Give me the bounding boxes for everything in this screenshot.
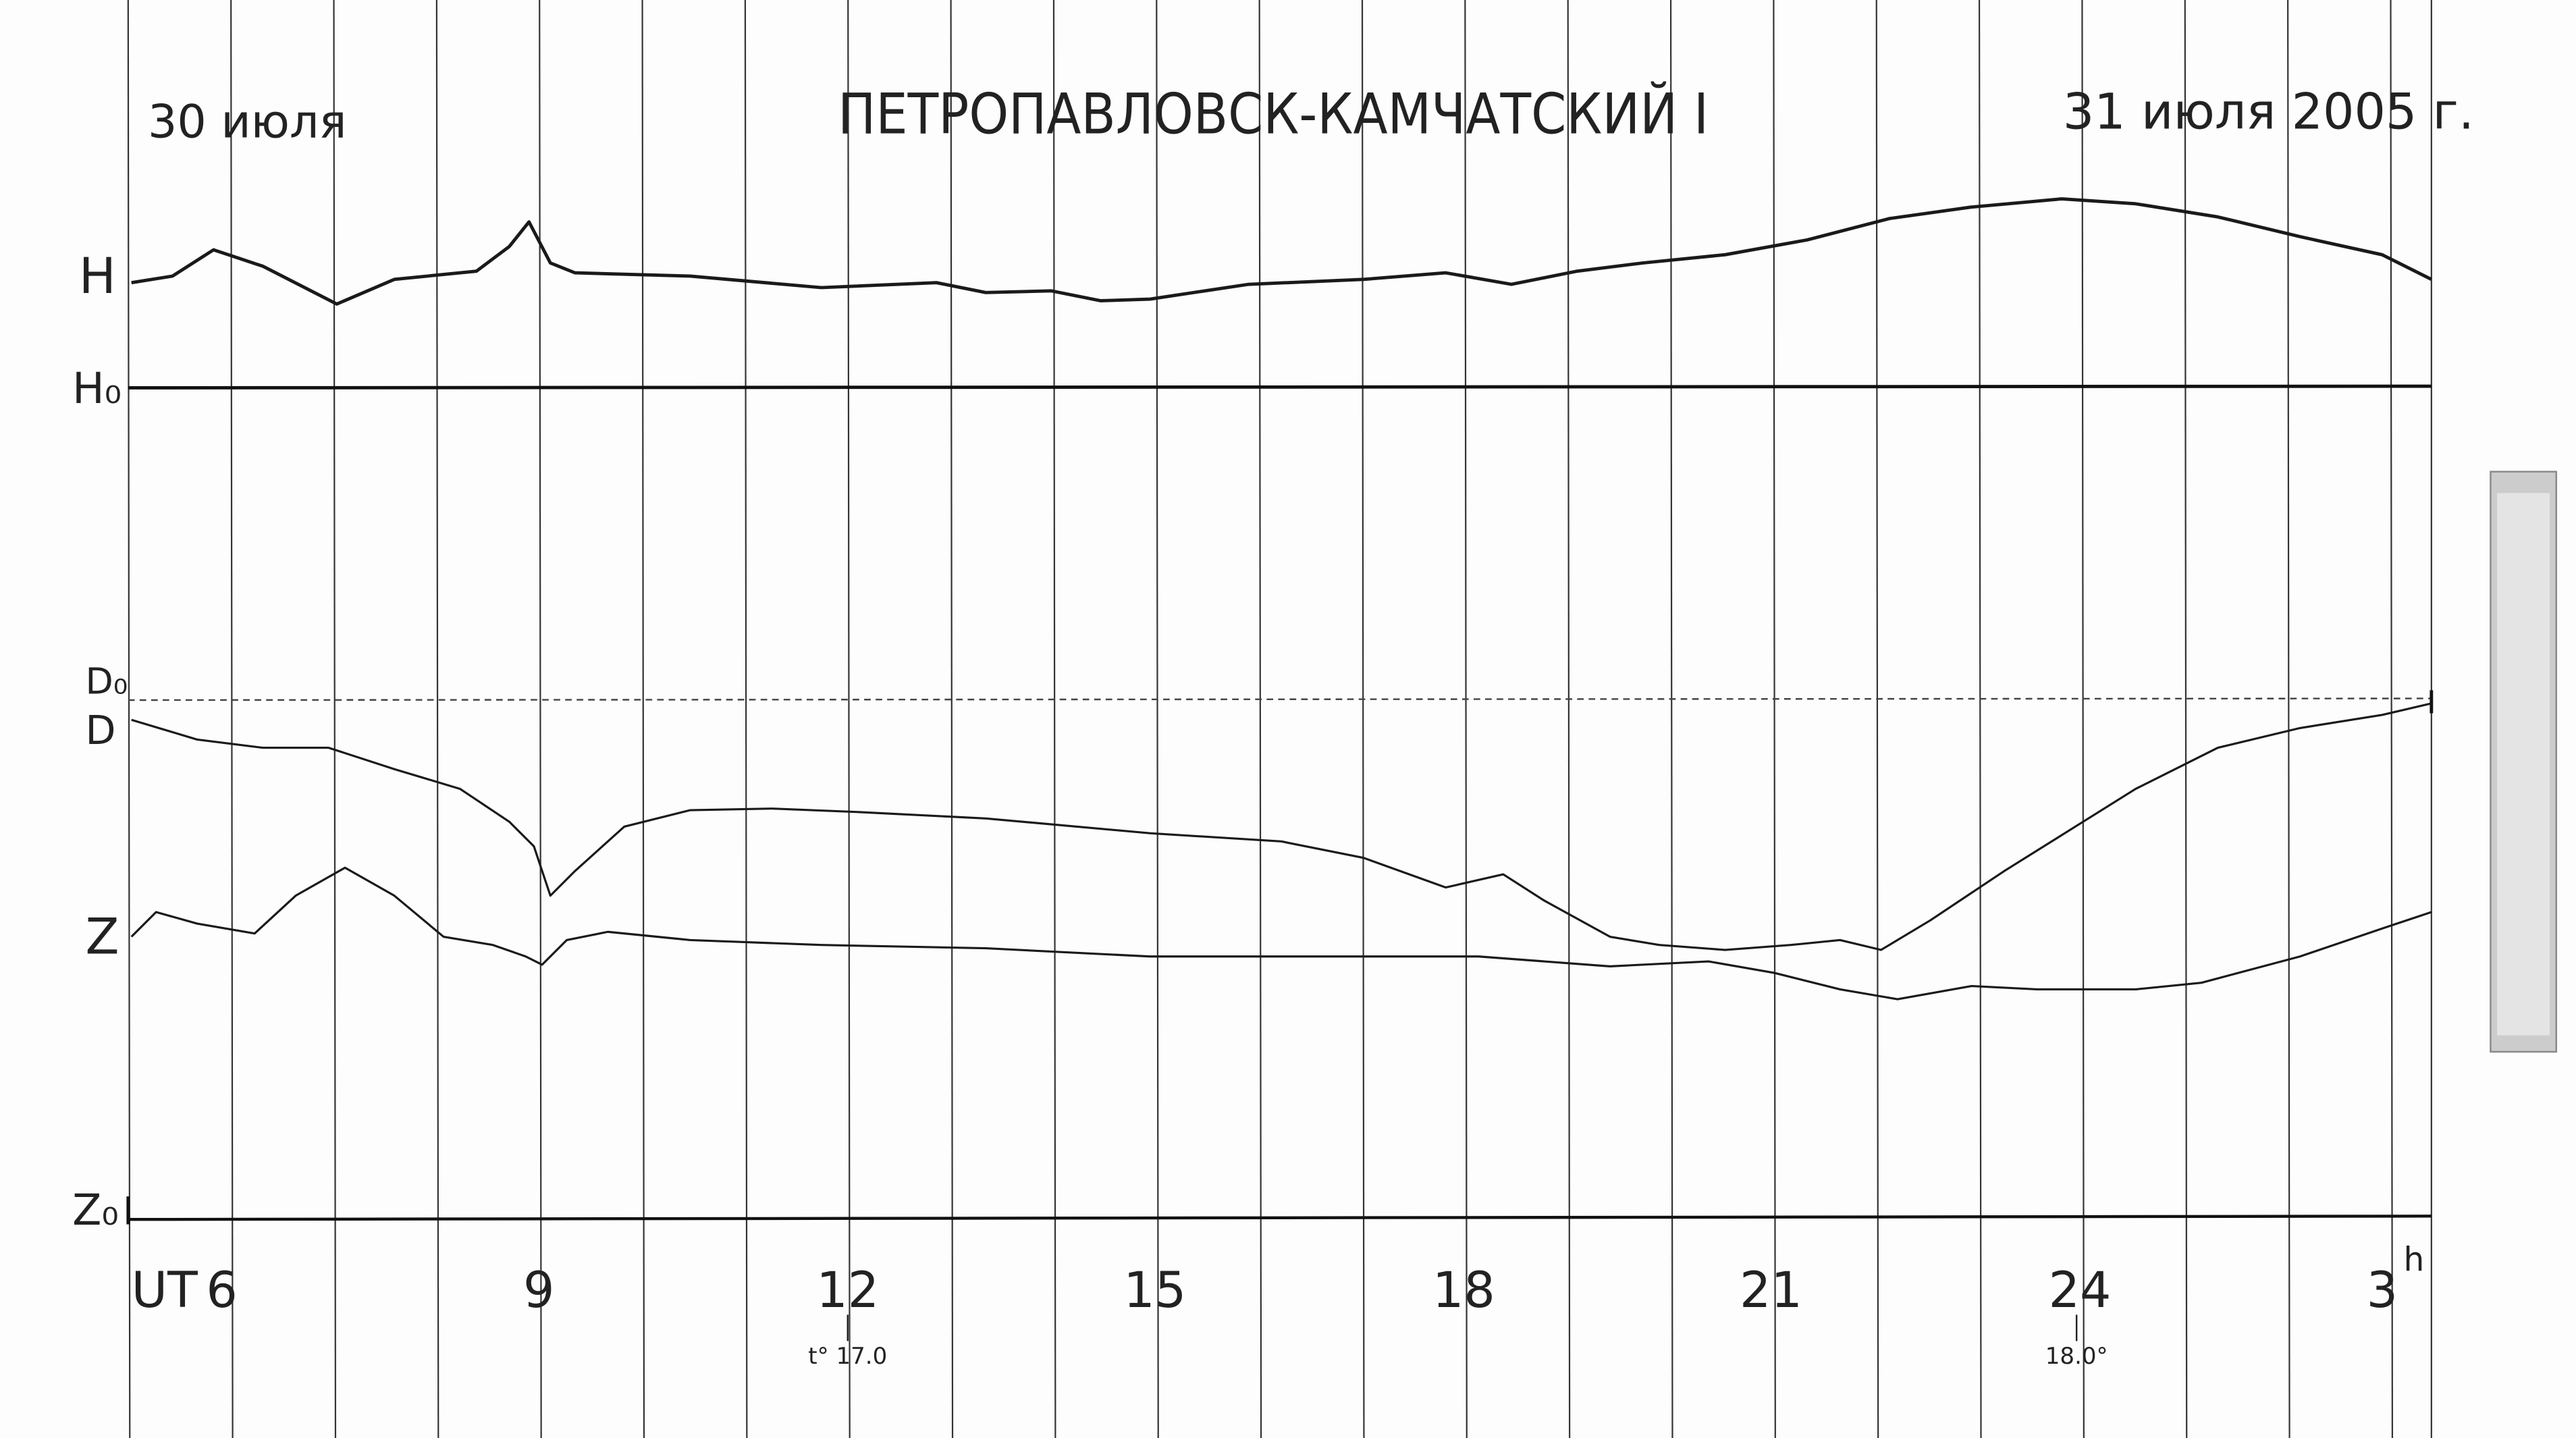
temperature-label: t° 17.0: [808, 1343, 887, 1370]
grid-line: [1052, 0, 1056, 1438]
right-date: 31 июля 2005 г.: [2063, 83, 2474, 140]
grid-line: [744, 0, 748, 1438]
grid-line: [1361, 0, 1365, 1438]
d-trace: [131, 702, 2432, 951]
hour-label: 24: [2049, 1262, 2112, 1319]
grid-line: [1567, 0, 1571, 1438]
grid-line: [847, 0, 851, 1438]
hour-label: 3: [2367, 1262, 2398, 1319]
z-label: Z: [86, 908, 119, 965]
grid-line: [950, 0, 954, 1438]
grid-line: [1875, 0, 1879, 1438]
h-trace: [131, 197, 2432, 306]
hour-label: 18: [1432, 1262, 1495, 1319]
temperature-label: 18.0°: [2045, 1343, 2108, 1370]
hour-labels: 6 9 12 15 18 21 24 3: [206, 1262, 2398, 1341]
grid-line: [435, 0, 439, 1438]
left-date: 30 июля: [148, 96, 347, 149]
hour-label: 9: [523, 1262, 554, 1319]
d0-label: D₀: [86, 660, 128, 702]
z-trace: [130, 866, 2432, 1001]
grid-line: [2184, 0, 2188, 1438]
grid-line: [333, 0, 337, 1438]
h-baseline: [128, 384, 2432, 390]
title: ПЕТРОПАВЛОВСК-КАМЧАТСКИЙ I: [838, 82, 1709, 147]
grid-line: [641, 0, 645, 1438]
unit-label: h: [2403, 1242, 2424, 1279]
hour-label: 12: [816, 1262, 879, 1319]
grid-line: [1258, 0, 1262, 1438]
grid-line: [2287, 0, 2290, 1438]
grid-line: [230, 0, 234, 1438]
d-baseline: [128, 697, 2432, 701]
ut-label: UT: [132, 1262, 198, 1319]
d-label: D: [86, 708, 116, 753]
grid-line: [1773, 0, 1776, 1438]
grid-line: [2081, 0, 2085, 1438]
grid-line: [2390, 0, 2394, 1438]
hour-label: 15: [1123, 1262, 1186, 1319]
grid-line: [1669, 0, 1673, 1438]
h0-label: H₀: [72, 363, 122, 413]
grid-line: [1464, 0, 1468, 1438]
grid-line: [1978, 0, 1982, 1438]
hour-label: 21: [1740, 1262, 1802, 1319]
hour-grid: [127, 0, 2432, 1438]
z0-label: Z₀: [72, 1185, 119, 1235]
hour-label: 6: [206, 1262, 237, 1319]
grid-line: [1156, 0, 1159, 1438]
scale-strip-inner: [2497, 493, 2550, 1036]
h-label: H: [79, 248, 116, 305]
z-baseline: [128, 1215, 2432, 1221]
